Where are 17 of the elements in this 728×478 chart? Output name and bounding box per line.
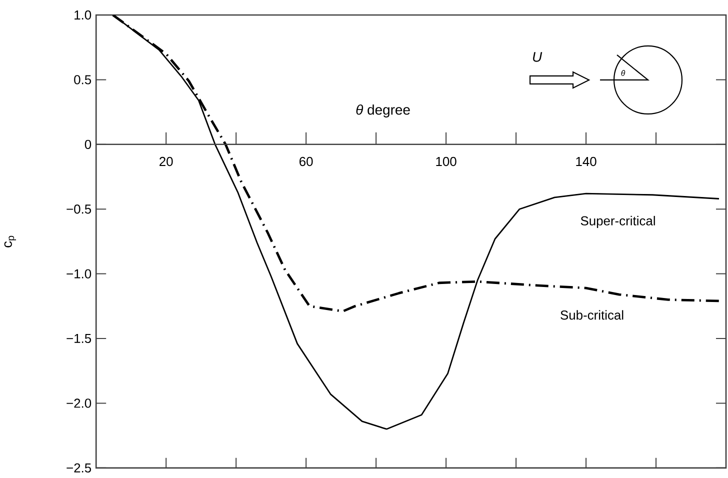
x-tick-label: 20 bbox=[160, 156, 173, 166]
series-label: Super-critical bbox=[580, 216, 655, 228]
series-label: Sub-critical bbox=[560, 310, 624, 320]
y-tick-label: −1.5 bbox=[66, 334, 92, 344]
x-tick-label: 140 bbox=[576, 156, 596, 166]
x-tick-label: 60 bbox=[300, 156, 313, 166]
y-tick-label: −2.0 bbox=[66, 398, 92, 408]
x-tick-label: 100 bbox=[436, 156, 456, 166]
y-tick-label: 0 bbox=[84, 140, 92, 150]
y-tick-label: −2.5 bbox=[66, 463, 92, 473]
y-tick-label: −1.0 bbox=[66, 269, 92, 278]
y-tick-label: 0.5 bbox=[74, 75, 92, 84]
y-axis-title: c$_{p}$ bbox=[4, 236, 16, 248]
x-axis-title: θ degree bbox=[356, 104, 410, 118]
y-tick-label: −0.5 bbox=[66, 204, 92, 214]
annotation: U bbox=[533, 52, 542, 62]
y-tick-label: 1.0 bbox=[74, 10, 92, 20]
